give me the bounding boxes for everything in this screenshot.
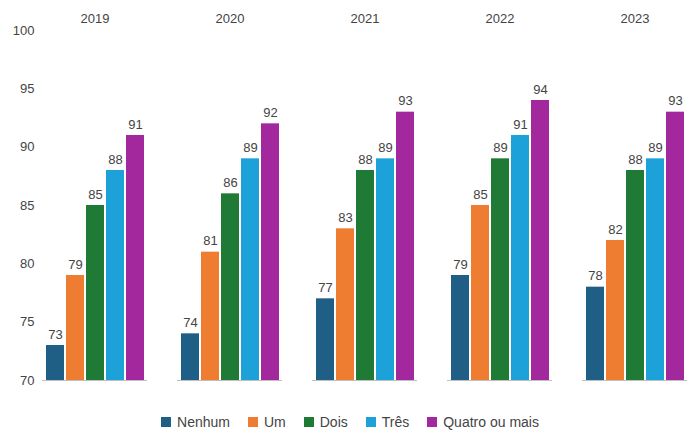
svg-text:89: 89 <box>243 140 257 155</box>
html-text:Nenhum: Nenhum <box>177 414 230 430</box>
svg-text:80: 80 <box>20 256 34 271</box>
svg-text:79: 79 <box>68 257 82 272</box>
html-text:Dois: Dois <box>319 414 348 430</box>
svg-text:90: 90 <box>20 139 34 154</box>
svg-text:2023: 2023 <box>621 11 650 26</box>
svg-text:79: 79 <box>453 257 467 272</box>
svg-text:85: 85 <box>473 187 487 202</box>
html-text:Quatro ou mais: Quatro ou mais <box>443 414 539 430</box>
html-text:Três: Três <box>381 414 410 430</box>
svg-text:95: 95 <box>20 81 34 96</box>
svg-text:77: 77 <box>318 280 332 295</box>
svg-text:88: 88 <box>108 152 122 167</box>
svg-text:74: 74 <box>183 315 197 330</box>
svg-text:92: 92 <box>263 105 277 120</box>
svg-text:94: 94 <box>533 82 547 97</box>
svg-text:85: 85 <box>88 187 102 202</box>
svg-text:93: 93 <box>668 93 682 108</box>
svg-text:2021: 2021 <box>351 11 380 26</box>
svg-text:86: 86 <box>223 175 237 190</box>
svg-text:2022: 2022 <box>486 11 515 26</box>
svg-text:88: 88 <box>358 152 372 167</box>
svg-text:93: 93 <box>398 93 412 108</box>
svg-text:81: 81 <box>203 233 217 248</box>
svg-text:91: 91 <box>513 117 527 132</box>
svg-text:91: 91 <box>128 117 142 132</box>
svg-text:85: 85 <box>20 198 34 213</box>
svg-text:2020: 2020 <box>216 11 245 26</box>
svg-text:70: 70 <box>20 373 34 388</box>
svg-text:2019: 2019 <box>81 11 110 26</box>
svg-text:89: 89 <box>648 140 662 155</box>
svg-text:89: 89 <box>493 140 507 155</box>
svg-text:73: 73 <box>48 327 62 342</box>
svg-text:78: 78 <box>588 268 602 283</box>
svg-text:75: 75 <box>20 314 34 329</box>
svg-text:83: 83 <box>338 210 352 225</box>
html-text:Um: Um <box>264 414 286 430</box>
svg-text:82: 82 <box>608 222 622 237</box>
svg-text:88: 88 <box>628 152 642 167</box>
svg-text:100: 100 <box>13 23 35 38</box>
svg-text:89: 89 <box>378 140 392 155</box>
